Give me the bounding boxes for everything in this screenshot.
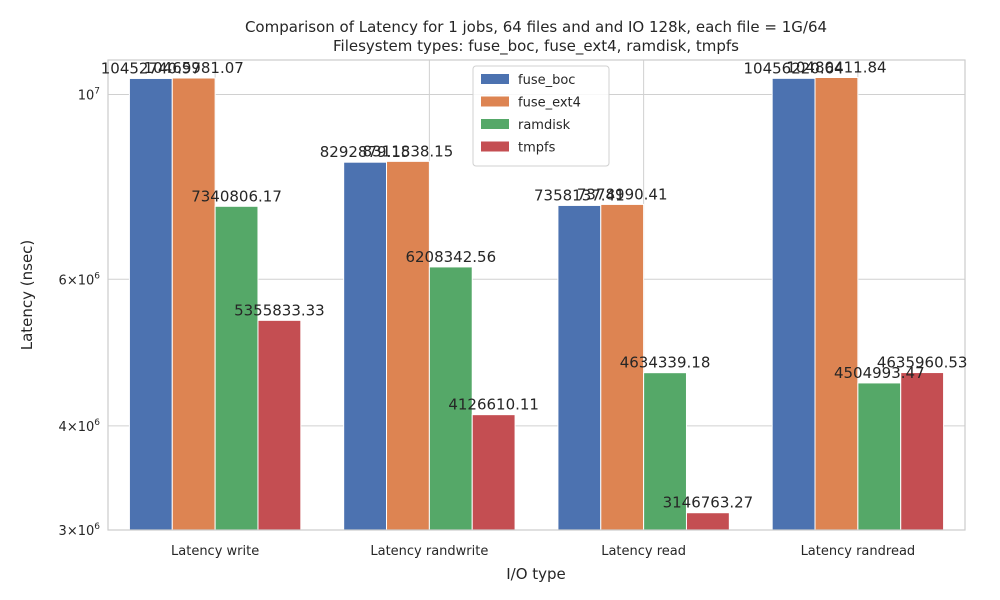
legend-swatch-tmpfs: [481, 141, 509, 152]
bar-fuse_boc: [343, 161, 388, 531]
data-label: 4126610.11: [448, 396, 539, 414]
bar-tmpfs: [900, 372, 945, 531]
bar-ramdisk: [857, 382, 902, 531]
legend-swatch-fuse_boc: [481, 74, 509, 84]
bar-fuse_ext4: [171, 77, 216, 531]
data-label: 10452740.97: [101, 59, 201, 77]
legend-label-tmpfs: tmpfs: [518, 141, 556, 156]
bar-fuse_ext4: [600, 203, 645, 531]
legend-swatch-fuse_ext4: [481, 96, 509, 107]
bar-ramdisk: [643, 372, 687, 531]
data-label: 5355833.33: [234, 301, 325, 319]
data-label: 4504993.47: [834, 364, 925, 382]
bars-layer: [128, 77, 945, 531]
plot-frame: [107, 59, 966, 531]
data-label: 7340806.17: [191, 187, 282, 205]
legend-label-fuse_boc: fuse_boc: [518, 73, 575, 88]
y-tick-label: 6×106: [59, 271, 101, 288]
data-labels-layer: 10452740.97 8292879.15 7358137.41 10456220.…: [101, 59, 968, 512]
x-tick-label: Latency read: [601, 544, 686, 559]
y-tick-label: 107: [78, 86, 100, 103]
x-axis-label: I/O type: [506, 565, 566, 583]
data-label: 8292879.15: [320, 143, 411, 161]
chart-title: Comparison of Latency for 1 jobs, 64 fil…: [245, 18, 827, 36]
bar-ramdisk: [428, 266, 473, 531]
data-label: 7378990.41: [577, 185, 668, 203]
bar-tmpfs: [471, 414, 516, 531]
bar-fuse_boc: [128, 77, 173, 531]
data-label: 6208342.56: [405, 248, 496, 266]
legend-frame: [472, 65, 610, 167]
y-tick-label: 3×106: [59, 522, 101, 539]
ticks-layer: Latency write Latency randwrite Latency re…: [59, 86, 916, 559]
data-label: 4635960.53: [877, 354, 968, 372]
bar-fuse_ext4: [386, 160, 430, 531]
bar-fuse_boc: [557, 204, 602, 531]
data-label: 10480411.84: [786, 59, 886, 77]
data-label: 10465981.07: [144, 59, 244, 77]
bar-fuse_ext4: [814, 77, 859, 531]
legend-label-ramdisk: ramdisk: [518, 118, 571, 133]
data-label: 4634339.18: [620, 354, 711, 372]
bar-ramdisk: [214, 205, 259, 531]
x-tick-label: Latency randwrite: [370, 544, 488, 559]
y-tick-label: 4×106: [59, 418, 101, 435]
bar-tmpfs: [685, 512, 730, 531]
x-tick-label: Latency write: [171, 544, 259, 559]
data-label: 7358137.41: [534, 186, 625, 204]
data-label: 3146763.27: [663, 494, 754, 512]
data-label: 8311838.15: [363, 142, 454, 160]
x-tick-label: Latency randread: [801, 544, 916, 559]
bar-tmpfs: [257, 319, 302, 531]
legend-swatch-ramdisk: [481, 119, 509, 129]
chart-subtitle: Filesystem types: fuse_boc, fuse_ext4, r…: [333, 37, 739, 56]
legend-label-fuse_ext4: fuse_ext4: [518, 96, 581, 111]
data-label: 10456220.64: [743, 59, 843, 77]
bar-fuse_boc: [771, 77, 816, 531]
y-axis-label: Latency (nsec): [18, 240, 36, 351]
